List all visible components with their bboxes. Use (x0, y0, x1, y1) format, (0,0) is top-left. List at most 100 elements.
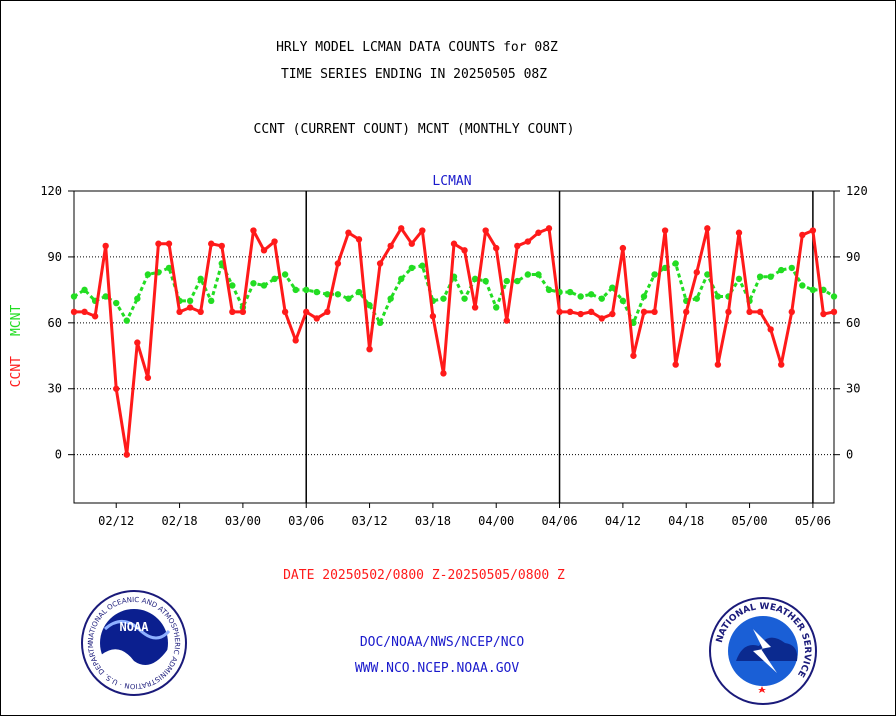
point-mcnt-68 (788, 264, 795, 272)
noaa-logo-text: NOAA (120, 620, 150, 634)
point-ccnt-54 (640, 308, 648, 316)
noaa-ring-text: NATIONAL OCEANIC AND ATMOSPHERIC ADMINIS… (1, 1, 181, 690)
point-ccnt-25 (334, 260, 342, 267)
point-ccnt-58 (683, 308, 690, 316)
point-ccnt-17 (250, 227, 257, 234)
point-mcnt-7 (144, 271, 152, 278)
point-mcnt-1 (81, 286, 88, 294)
point-mcnt-39 (482, 277, 489, 285)
ytick-label-left-30: 30 (48, 382, 62, 396)
point-ccnt-40 (493, 244, 500, 252)
point-mcnt-69 (799, 282, 806, 289)
point-mcnt-31 (398, 275, 405, 283)
point-ccnt-4 (113, 385, 120, 392)
point-mcnt-38 (471, 275, 479, 283)
point-ccnt-51 (609, 310, 616, 318)
xtick-label-11: 05/06 (795, 514, 831, 528)
point-mcnt-50 (598, 295, 605, 302)
link-doc-noaa[interactable]: DOC/NOAA/NWS/NCEP/NCO (360, 635, 525, 650)
point-mcnt-6 (134, 295, 141, 302)
point-ccnt-1 (81, 308, 88, 316)
xtick-label-2: 03/00 (225, 514, 261, 528)
noaa-logo: NOAA NATIONAL OCEANIC AND ATMOSPHERIC AD… (1, 1, 187, 696)
point-ccnt-3 (102, 242, 109, 250)
point-mcnt-40 (493, 304, 500, 311)
point-ccnt-16 (239, 308, 247, 316)
point-ccnt-14 (218, 242, 225, 250)
point-ccnt-69 (799, 231, 806, 239)
point-ccnt-49 (588, 308, 595, 316)
point-ccnt-21 (292, 337, 299, 344)
point-ccnt-34 (429, 313, 437, 320)
point-mcnt-32 (408, 264, 415, 272)
point-ccnt-36 (450, 240, 458, 247)
point-ccnt-19 (271, 238, 278, 245)
point-ccnt-22 (303, 308, 310, 316)
chart-title-line1: HRLY MODEL LCMAN DATA COUNTS for 08Z (276, 40, 558, 55)
point-mcnt-22 (303, 286, 310, 294)
point-mcnt-30 (387, 295, 394, 302)
point-mcnt-51 (609, 284, 616, 291)
point-mcnt-47 (566, 288, 574, 296)
series-layer (70, 225, 838, 458)
point-ccnt-52 (619, 244, 627, 252)
xtick-label-10: 05/00 (731, 514, 767, 528)
point-mcnt-41 (503, 277, 510, 285)
point-ccnt-72 (830, 308, 838, 316)
xtick-label-9: 04/18 (668, 514, 704, 528)
series-line-ccnt (74, 226, 835, 457)
ytick-label-left-90: 90 (48, 250, 62, 264)
plot-title: LCMAN (432, 174, 471, 189)
point-mcnt-23 (313, 288, 320, 296)
ytick-label-left-0: 0 (55, 448, 62, 462)
xtick-label-1: 02/18 (161, 514, 197, 528)
point-mcnt-15 (229, 282, 236, 289)
point-mcnt-11 (186, 297, 194, 305)
point-ccnt-66 (767, 326, 774, 333)
point-mcnt-43 (524, 271, 532, 278)
point-mcnt-45 (545, 286, 553, 294)
point-mcnt-20 (281, 271, 289, 278)
point-mcnt-35 (440, 295, 447, 302)
link-nco-website[interactable]: WWW.NCO.NCEP.NOAA.GOV (355, 661, 520, 676)
point-ccnt-10 (176, 308, 183, 316)
point-ccnt-50 (598, 315, 605, 322)
point-ccnt-30 (387, 242, 394, 250)
point-ccnt-24 (324, 308, 331, 316)
point-ccnt-8 (155, 240, 162, 247)
point-ccnt-48 (577, 310, 584, 318)
point-ccnt-53 (630, 352, 637, 359)
point-ccnt-47 (566, 308, 574, 316)
point-mcnt-70 (809, 286, 817, 294)
ytick-label-left-60: 60 (48, 316, 62, 330)
ytick-label-right-90: 90 (846, 250, 860, 264)
ytick-label-right-0: 0 (846, 448, 853, 462)
point-mcnt-54 (640, 293, 648, 300)
point-ccnt-71 (820, 310, 827, 318)
ytick-label-left-120: 120 (40, 184, 62, 198)
point-ccnt-11 (186, 304, 194, 311)
point-ccnt-29 (376, 260, 384, 267)
xtick-label-5: 03/18 (415, 514, 451, 528)
point-mcnt-5 (123, 317, 130, 324)
point-ccnt-41 (503, 317, 510, 324)
chart-title-line2: TIME SERIES ENDING IN 20250505 08Z (281, 67, 547, 82)
point-mcnt-18 (260, 282, 268, 289)
point-ccnt-13 (208, 240, 215, 247)
point-ccnt-37 (461, 247, 468, 254)
point-mcnt-48 (577, 293, 584, 300)
point-ccnt-57 (672, 361, 679, 368)
point-ccnt-64 (746, 308, 753, 316)
ylabel-mcnt: MCNT (9, 305, 24, 336)
point-ccnt-31 (398, 225, 405, 232)
point-mcnt-44 (535, 271, 542, 278)
point-ccnt-61 (714, 361, 722, 368)
point-ccnt-33 (419, 227, 426, 234)
point-mcnt-59 (693, 295, 700, 302)
plot-frame (73, 190, 835, 504)
point-mcnt-52 (619, 297, 627, 305)
point-mcnt-42 (514, 277, 521, 285)
point-mcnt-61 (714, 293, 722, 300)
